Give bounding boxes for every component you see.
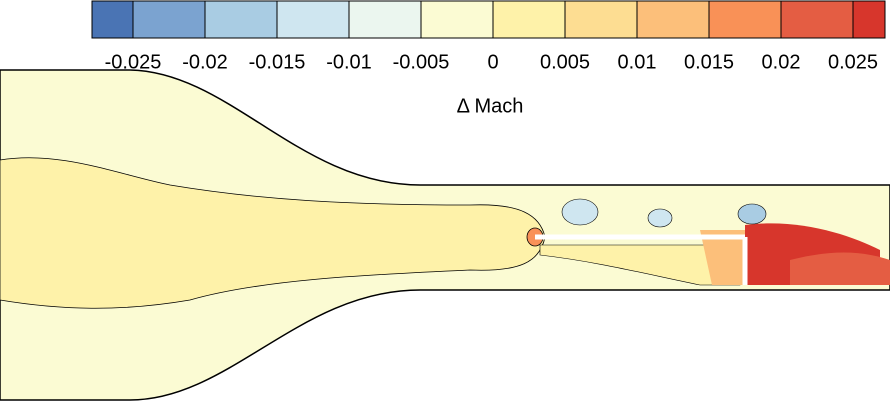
colorbar-cell: [91, 0, 134, 39]
blue-blob: [737, 203, 767, 225]
colorbar-cell: [204, 0, 278, 39]
colorbar-cell: [492, 0, 566, 39]
colorbar-tick-label: -0.02: [182, 51, 228, 73]
colorbar-cell: [132, 0, 206, 39]
colorbar-tick-label: 0.025: [828, 51, 878, 73]
colorbar-cell: [564, 0, 638, 39]
colorbar-label: Δ Mach: [457, 95, 524, 117]
colorbar-cell: [276, 0, 350, 39]
colorbar-tick-label: 0.01: [618, 51, 657, 73]
colorbar-cell: [780, 0, 854, 39]
colorbar-tick-label: -0.01: [326, 51, 372, 73]
orange-band: [700, 230, 745, 285]
colorbar-cell: [420, 0, 494, 39]
colorbar-cell: [636, 0, 710, 39]
colorbar-cell: [852, 0, 886, 39]
lower-band: [539, 244, 741, 286]
colorbar-tick-label: -0.025: [105, 51, 162, 73]
colorbar-tick-label: -0.015: [249, 51, 306, 73]
colorbar-tick-label: -0.005: [393, 51, 450, 73]
red-tail: [790, 252, 890, 285]
colorbar-tick-label: 0.02: [762, 51, 801, 73]
colorbar-tick-label: 0: [487, 51, 498, 73]
colorbar-cell: [348, 0, 422, 39]
blue-blob: [647, 208, 673, 228]
colorbar-cell: [708, 0, 782, 39]
colorbar-tick-label: 0.015: [684, 51, 734, 73]
contour-field: [0, 69, 890, 401]
blue-blob: [561, 198, 599, 226]
colorbar-tick-label: 0.005: [540, 51, 590, 73]
